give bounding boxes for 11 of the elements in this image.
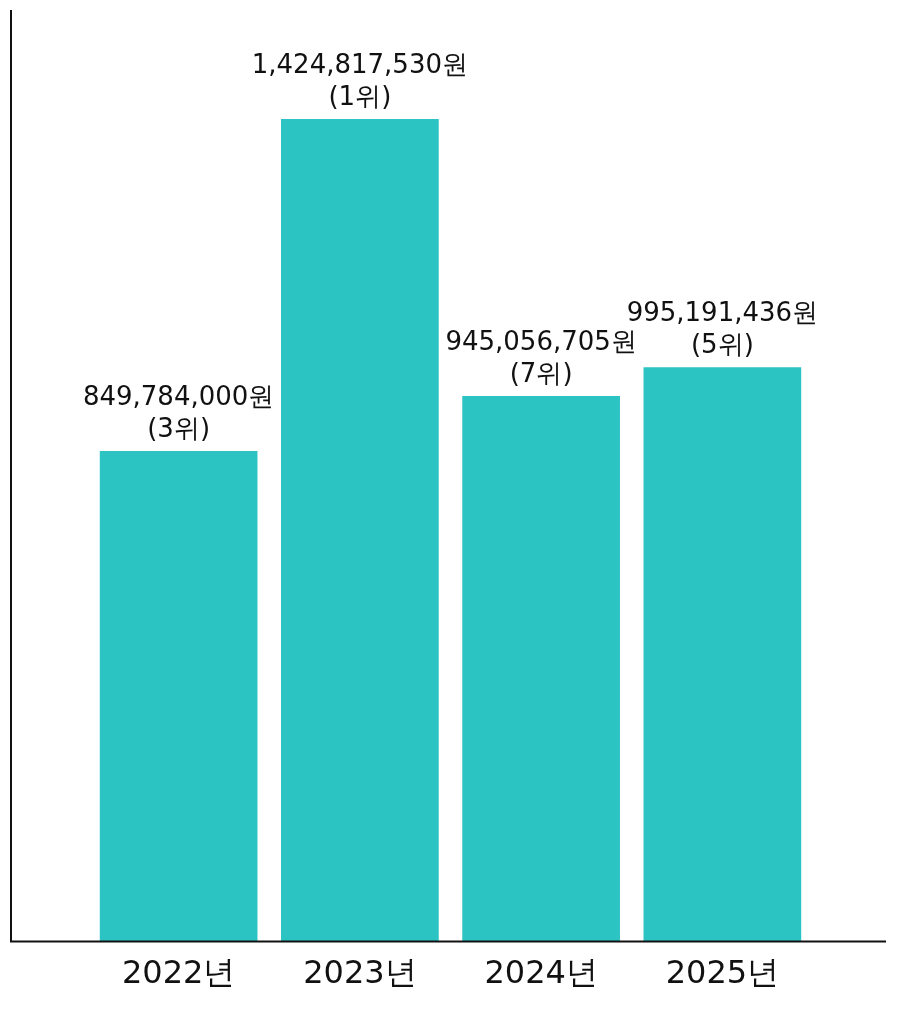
bar	[99, 451, 258, 942]
bar	[643, 367, 802, 942]
bar	[281, 119, 439, 942]
x-tick-label: 2023년	[303, 953, 417, 992]
bar	[462, 396, 620, 942]
x-tick-label: 2025년	[665, 953, 780, 992]
data-label: 849,784,000원 (3위)	[82, 380, 275, 443]
data-label: 945,056,705원 (7위)	[445, 325, 637, 388]
x-tick-label: 2022년	[121, 953, 236, 992]
x-tick-label: 2024년	[484, 953, 598, 992]
data-label: 1,424,817,530원 (1위)	[251, 48, 468, 111]
